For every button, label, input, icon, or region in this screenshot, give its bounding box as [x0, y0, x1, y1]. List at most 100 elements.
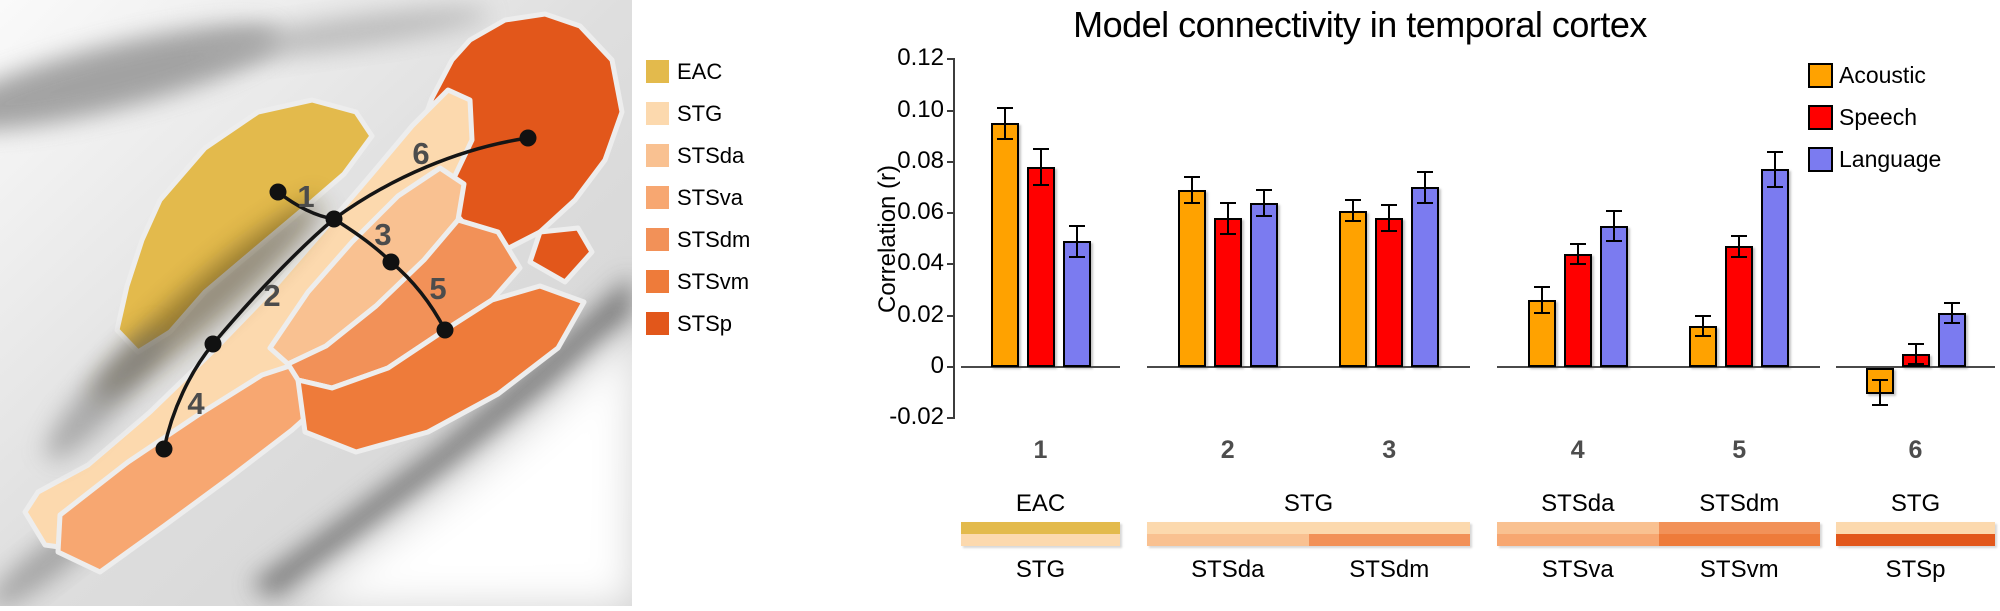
chart-legend-item-Speech: Speech [1808, 104, 1917, 131]
y-tick-mark [947, 417, 954, 420]
y-tick-mark [947, 160, 954, 163]
error-bar [1352, 200, 1355, 221]
error-bar-cap [1219, 201, 1236, 204]
error-bar [1702, 315, 1705, 337]
pair-band-segment-STSda [1147, 534, 1309, 546]
map-connection-number-1: 1 [297, 179, 314, 214]
chart-legend-label: Language [1839, 146, 1942, 172]
pair-bottom-label-STSvm: STSvm [1699, 556, 1779, 583]
error-bar [1262, 190, 1265, 216]
pair-band-segment-STG [961, 534, 1120, 546]
error-bar-cap [1943, 301, 1960, 304]
error-bar-cap [1695, 314, 1712, 317]
brain-legend-swatch [646, 102, 669, 125]
bar-language-3 [1411, 187, 1440, 367]
x-axis-baseline [1497, 366, 1820, 368]
region-pair-band [961, 522, 1120, 546]
pair-top-label-STSda: STSda [1541, 490, 1615, 517]
brain-legend-item-STSdm: STSdm [646, 228, 816, 251]
y-tick-label-0.04: 0.04 [897, 249, 944, 277]
bar-language-1 [1062, 241, 1091, 367]
bar-language-5 [1761, 169, 1790, 367]
map-connection-number-3: 3 [374, 217, 391, 252]
pair-top-label-STSdm: STSdm [1699, 490, 1780, 517]
y-tick-mark [947, 314, 954, 317]
pair-band-strip [1147, 522, 1470, 534]
error-bar [1226, 202, 1229, 234]
y-tick-label--0.02: -0.02 [889, 403, 944, 431]
pair-bottom-label-STSva: STSva [1541, 556, 1614, 583]
brain-legend-item-STSva: STSva [646, 186, 816, 209]
pair-bottom-label-STG: STG [1015, 556, 1066, 583]
error-bar [1612, 210, 1615, 242]
brain-legend-swatch [646, 228, 669, 251]
y-tick-mark [947, 263, 954, 266]
error-bar [1540, 287, 1543, 314]
region-stsvm [295, 283, 587, 455]
error-bar-cap [1068, 255, 1085, 258]
error-bar-cap [1219, 232, 1236, 235]
pair-band-segment-STSda [1497, 522, 1659, 534]
error-bar-cap [1417, 201, 1434, 204]
brain-legend-swatch [646, 312, 669, 335]
pair-band-strip [961, 522, 1120, 534]
error-bar [1388, 205, 1391, 232]
pair-band-strip [1836, 534, 1995, 546]
error-bar-cap [1871, 378, 1888, 381]
pair-top-label-STG: STG [1283, 490, 1334, 517]
node-dot [155, 440, 173, 458]
error-bar [1075, 225, 1078, 257]
node-dot [519, 129, 537, 147]
brain-legend-item-STG: STG [646, 102, 816, 125]
group-number-3: 3 [1382, 436, 1397, 464]
error-bar [1914, 343, 1917, 365]
y-tick-label-0.12: 0.12 [897, 44, 944, 72]
group-number-2: 2 [1220, 436, 1235, 464]
error-bar-cap [1533, 312, 1550, 315]
y-tick-mark [947, 109, 954, 112]
brain-legend-item-STSp: STSp [646, 312, 816, 335]
group-number-6: 6 [1908, 436, 1923, 464]
map-connection-number-5: 5 [429, 271, 446, 306]
pair-bottom-label-STSp: STSp [1885, 556, 1946, 583]
pair-band-strip [961, 534, 1120, 546]
pair-band-segment-EAC [961, 522, 1120, 534]
chart-title: Model connectivity in temporal cortex [1073, 4, 1647, 45]
bar-speech-3 [1375, 218, 1404, 367]
chart-legend-label: Speech [1839, 104, 1918, 130]
region-pair-band [1497, 522, 1820, 546]
connectivity-chart: Model connectivity in temporal cortex Co… [870, 0, 2000, 606]
brain-legend-label: STG [677, 101, 723, 126]
sulcus-shading [191, 7, 489, 61]
chart-legend-item-Acoustic: Acoustic [1808, 62, 1926, 89]
bar-acoustic-3 [1339, 211, 1368, 367]
y-tick-label-0.08: 0.08 [897, 146, 944, 174]
connection-path-6 [332, 136, 529, 221]
gyrus-highlight [300, 330, 632, 606]
error-bar [1576, 243, 1579, 265]
error-bar [1039, 148, 1042, 185]
error-bar [1738, 236, 1741, 257]
chart-legend-swatch [1808, 63, 1833, 88]
pair-band-segment-STSvm [1658, 534, 1820, 546]
chart-legend-swatch [1808, 105, 1833, 130]
group-number-4: 4 [1570, 436, 1585, 464]
brain-surface-panel: 1 2 3 4 5 6 [0, 0, 632, 608]
error-bar-cap [1255, 189, 1272, 191]
error-bar-cap [1695, 335, 1712, 338]
sulcus-shading [250, 275, 632, 598]
error-bar [1190, 177, 1193, 203]
error-bar-cap [1767, 150, 1784, 153]
brain-legend-item-STSvm: STSvm [646, 270, 816, 293]
error-bar-cap [1731, 235, 1748, 238]
node-dot [269, 183, 287, 201]
pair-band-segment-STSva [1497, 534, 1659, 546]
sulcus-shading [46, 330, 164, 460]
error-bar-cap [1907, 363, 1924, 366]
error-bar-cap [1345, 219, 1362, 222]
error-bar-cap [1943, 322, 1960, 325]
bar-acoustic-2 [1177, 190, 1206, 367]
brain-legend-swatch [646, 270, 669, 293]
bar-language-2 [1249, 203, 1278, 367]
error-bar-cap [1569, 242, 1586, 245]
